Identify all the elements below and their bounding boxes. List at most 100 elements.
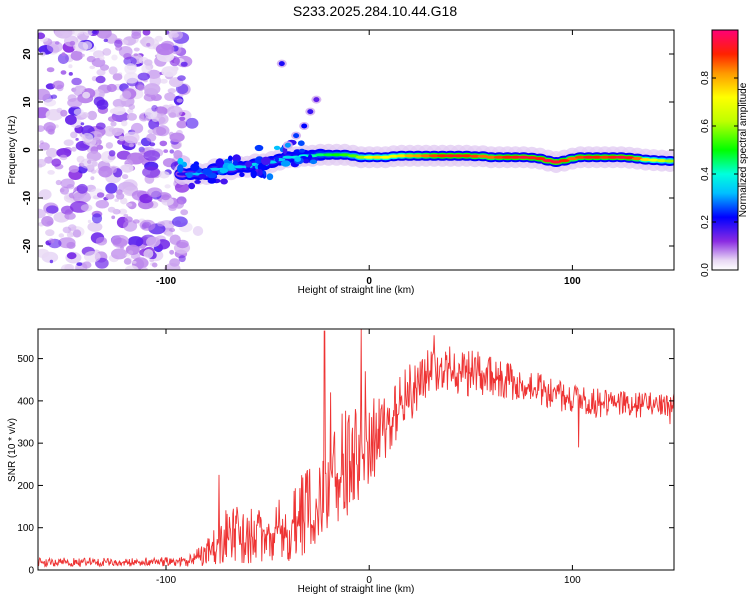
noise-blob [142, 166, 161, 178]
noise-blob [75, 137, 79, 141]
ridge-core [518, 155, 530, 159]
noise-blob [141, 64, 151, 74]
ridge-core [453, 154, 465, 158]
noise-blob [125, 265, 139, 270]
spectrogram-y-tick-label: 20 [22, 48, 33, 60]
noise-blob [87, 219, 92, 224]
noise-blob [82, 91, 91, 99]
noise-blob [105, 182, 118, 194]
noise-blob [139, 39, 145, 45]
ridge-core [347, 154, 359, 158]
ridge-blob [227, 163, 235, 170]
noise-blob [84, 251, 101, 263]
noise-blob [147, 129, 154, 134]
noise-blob [143, 93, 156, 102]
noise-blob [95, 122, 106, 130]
snr-y-tick-label: 200 [17, 481, 34, 492]
noise-blob [151, 262, 158, 268]
ridge-core [510, 155, 521, 159]
noise-blob [62, 226, 72, 234]
noise-blob [155, 43, 175, 56]
noise-blob [123, 131, 140, 144]
ridge-blob [257, 169, 263, 176]
ridge-blob [266, 173, 274, 181]
ridge-core [607, 155, 619, 159]
noise-blob [102, 48, 112, 56]
snr-y-tick-label: 100 [17, 523, 34, 534]
noise-blob [66, 232, 74, 238]
noise-blob [93, 96, 105, 107]
noise-blob [164, 184, 171, 189]
noise-blob [80, 204, 93, 212]
noise-blob [87, 222, 103, 232]
noise-blob [169, 258, 181, 267]
ridge-blob [232, 160, 238, 166]
spectrogram-signal-ridge [173, 139, 674, 190]
ridge-blob [202, 168, 213, 176]
noise-blob [96, 192, 105, 198]
noise-blob [169, 132, 185, 143]
noise-blob [131, 31, 142, 39]
noise-blob [185, 117, 199, 129]
noise-blob [149, 142, 156, 147]
noise-blob [123, 214, 129, 217]
ridge-core [445, 154, 456, 158]
noise-blob [143, 249, 154, 259]
noise-blob [158, 171, 170, 179]
noise-blob [47, 212, 53, 217]
noise-blob [68, 72, 73, 76]
ridge-core [355, 155, 367, 159]
noise-blob [180, 61, 188, 67]
colorbar-tick-label: 0.0 [700, 263, 711, 277]
noise-blob [73, 108, 84, 116]
noise-blob [172, 216, 188, 227]
noise-blob [118, 136, 125, 142]
figure-title: S233.2025.284.10.44.G18 [292, 3, 458, 19]
noise-blob [127, 203, 133, 207]
noise-blob [118, 208, 128, 215]
noise-blob [139, 193, 153, 204]
noise-blob [47, 170, 55, 175]
noise-blob [176, 98, 183, 103]
noise-blob [79, 87, 85, 93]
ridge-blob [250, 169, 257, 179]
noise-blob [145, 116, 151, 121]
ridge-blob [186, 172, 193, 179]
noise-blob [78, 33, 88, 41]
ridge-core [493, 155, 505, 159]
ridge-core [209, 167, 221, 171]
noise-blob [52, 80, 65, 90]
noise-blob [70, 50, 83, 61]
ridge-blob [261, 156, 271, 166]
noise-blob [163, 149, 169, 154]
snr-panel: -100 0 100 0 100 200 300 400 500 Height of strai… [7, 328, 675, 595]
noise-blob [160, 78, 168, 84]
ridge-core [420, 154, 432, 158]
ridge-blob [309, 159, 318, 165]
branch-blob [301, 123, 308, 129]
noise-blob [127, 108, 134, 114]
spectrogram-y-tick-label: -10 [22, 190, 33, 205]
ridge-core [583, 155, 595, 159]
ridge-core [656, 159, 668, 163]
spectrogram-noise-cloud [38, 30, 204, 270]
noise-blob [107, 206, 116, 213]
noise-blob [39, 142, 50, 151]
noise-blob [38, 88, 51, 101]
ridge-core [323, 153, 335, 157]
ridge-core [599, 155, 611, 159]
noise-blob [105, 142, 114, 149]
noise-blob [99, 64, 110, 71]
noise-blob [56, 148, 72, 158]
noise-blob [128, 103, 135, 110]
noise-blob [111, 248, 128, 260]
noise-blob [169, 249, 175, 255]
noise-blob [55, 179, 62, 186]
colorbar-tick-label: 0.4 [700, 167, 711, 181]
noise-blob [106, 83, 117, 93]
noise-blob [176, 239, 189, 249]
spectrogram-y-axis-label: Frequency (Hz) [7, 116, 18, 185]
noise-blob [169, 149, 175, 154]
ridge-blob [280, 160, 291, 167]
noise-blob [155, 106, 166, 114]
